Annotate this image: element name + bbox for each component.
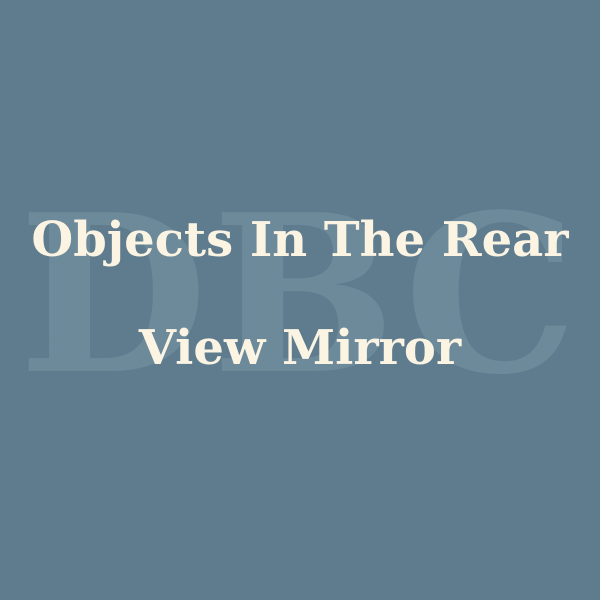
title-line-2: View Mirror	[138, 320, 462, 376]
title: Objects In The Rear View Mirror	[0, 206, 600, 382]
watermark-logo: DBC	[18, 167, 582, 423]
title-line-1: Objects In The Rear	[31, 212, 569, 268]
